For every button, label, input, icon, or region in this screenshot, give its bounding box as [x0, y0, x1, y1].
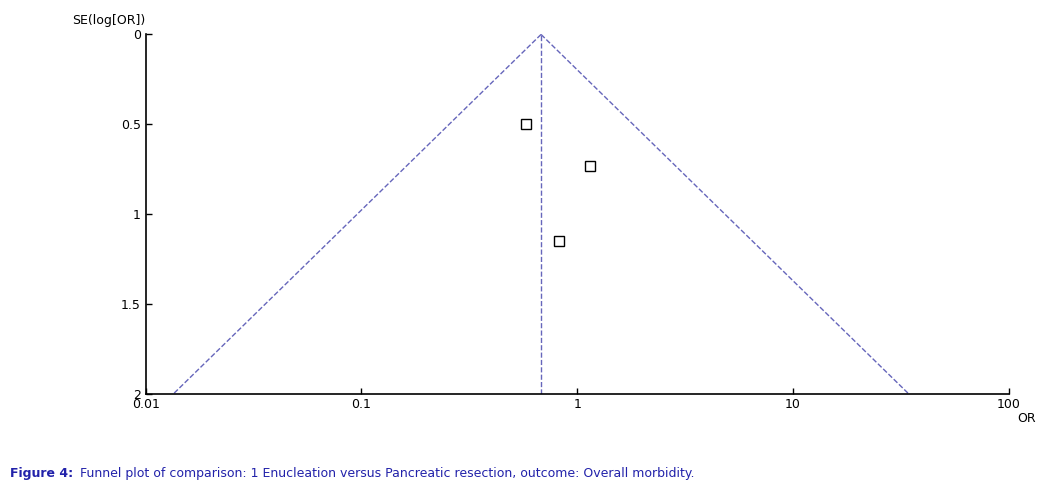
- Text: SE(log[OR]): SE(log[OR]): [72, 14, 146, 27]
- Text: Figure 4:: Figure 4:: [10, 467, 74, 480]
- Text: Funnel plot of comparison: 1 Enucleation versus Pancreatic resection, outcome: O: Funnel plot of comparison: 1 Enucleation…: [76, 467, 695, 480]
- Text: OR: OR: [1017, 411, 1036, 425]
